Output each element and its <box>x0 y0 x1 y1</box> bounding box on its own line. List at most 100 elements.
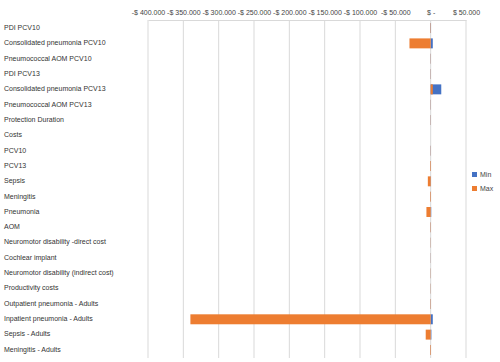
grid-line <box>324 20 325 358</box>
bar <box>430 192 432 202</box>
bar <box>426 207 430 217</box>
bar <box>430 238 431 248</box>
category-label: Pneumococcal AOM PCV10 <box>4 55 92 62</box>
bar <box>430 299 431 309</box>
legend: Min Max <box>472 171 494 192</box>
category-label: AOM <box>4 223 20 230</box>
bar <box>430 192 431 202</box>
category-label: Neuromotor disability (indirect cost) <box>4 269 114 277</box>
grid-line <box>395 20 396 358</box>
bar <box>428 176 431 186</box>
bar <box>430 100 431 110</box>
bar <box>430 345 431 355</box>
category-label: PCV13 <box>4 162 26 169</box>
bar <box>430 161 431 171</box>
bar <box>430 69 431 79</box>
category-label: PCV10 <box>4 147 26 154</box>
tick: -$ 400.000 <box>132 9 166 20</box>
grid <box>148 20 466 358</box>
grid-line <box>148 20 149 358</box>
tick-label: -$ 350.000 <box>167 9 201 16</box>
series <box>431 23 442 355</box>
tick: -$ 250.000 <box>238 9 272 20</box>
tick: -$ 200.000 <box>273 9 307 20</box>
bar <box>426 330 431 340</box>
axis-line <box>149 20 467 21</box>
bar <box>430 146 431 156</box>
tick-label: $ 50.000 <box>453 9 480 16</box>
category-label: Pneumococcal AOM PCV13 <box>4 101 92 108</box>
bar <box>430 222 431 232</box>
bar <box>190 314 430 324</box>
bars <box>190 23 441 355</box>
tick: -$ 100.000 <box>344 9 378 20</box>
category-label: Outpatient pneumonia - Adults <box>4 300 99 308</box>
category-labels: PDI PCV10Consolidated pneumonia PCV10Pne… <box>4 24 114 354</box>
bar <box>430 345 432 355</box>
category-label: Costs <box>4 131 22 138</box>
bar <box>430 130 431 140</box>
bar <box>430 54 431 64</box>
category-label: Productivity costs <box>4 284 59 292</box>
tick: -$ 150.000 <box>308 9 342 20</box>
bar <box>430 253 431 263</box>
tick-label: $ - <box>427 9 436 16</box>
legend-swatch <box>472 186 477 191</box>
bar <box>430 23 431 33</box>
category-label: Consolidated pneumonia PCV13 <box>4 85 106 93</box>
category-label: Meningitis <box>4 193 36 201</box>
grid-line <box>430 20 431 358</box>
legend-label: Min <box>480 171 491 178</box>
tick: $ 50.000 <box>453 9 480 20</box>
bar <box>430 115 431 125</box>
tick: -$ 350.000 <box>167 9 201 20</box>
bar <box>431 314 433 324</box>
tick: -$ 300.000 <box>202 9 236 20</box>
tick: $ - <box>427 9 436 20</box>
bar <box>430 268 431 278</box>
legend-swatch <box>472 172 477 177</box>
bar <box>430 268 431 278</box>
category-label: Inpatient pneumonia - Adults <box>4 315 93 323</box>
bar <box>430 146 431 156</box>
tick-label: -$ 250.000 <box>238 9 272 16</box>
bar <box>430 299 431 309</box>
grid-line <box>289 20 290 358</box>
category-label: Consolidated pneumonia PCV10 <box>4 39 106 47</box>
bar <box>430 23 431 33</box>
tick-label: -$ 100.000 <box>344 9 378 16</box>
bar <box>431 84 442 94</box>
bar <box>430 130 431 140</box>
legend-item: Min <box>472 171 491 178</box>
category-label: PDI PCV13 <box>4 70 40 77</box>
series <box>190 23 432 355</box>
bar <box>430 100 431 110</box>
bar <box>431 38 433 48</box>
grid-line <box>466 20 467 358</box>
tick: -$ 50.000 <box>381 9 411 20</box>
tick-label: -$ 150.000 <box>308 9 342 16</box>
grid-line <box>360 20 361 358</box>
chart: -$ 400.000-$ 350.000-$ 300.000-$ 250.000… <box>0 0 500 362</box>
bar <box>430 161 432 171</box>
category-label: Sepsis <box>4 177 26 185</box>
grid-line <box>183 20 184 358</box>
tick-label: -$ 200.000 <box>273 9 307 16</box>
bar <box>430 69 431 79</box>
category-label: Cochlear implant <box>4 254 57 262</box>
bar <box>430 284 431 294</box>
tick-label: -$ 50.000 <box>381 9 411 16</box>
category-label: Meningitis - Adults <box>4 346 61 354</box>
category-label: Protection Duration <box>4 116 64 123</box>
bar <box>430 54 431 64</box>
bar <box>430 284 431 294</box>
x-axis: -$ 400.000-$ 350.000-$ 300.000-$ 250.000… <box>132 9 480 21</box>
tick-label: -$ 300.000 <box>202 9 236 16</box>
category-label: Neuromotor disability -direct cost <box>4 238 106 246</box>
legend-item: Max <box>472 185 494 192</box>
legend-label: Max <box>480 185 494 192</box>
grid-line <box>254 20 255 358</box>
bar <box>431 84 433 94</box>
bar <box>430 222 431 232</box>
category-label: Sepsis - Adults <box>4 330 51 338</box>
